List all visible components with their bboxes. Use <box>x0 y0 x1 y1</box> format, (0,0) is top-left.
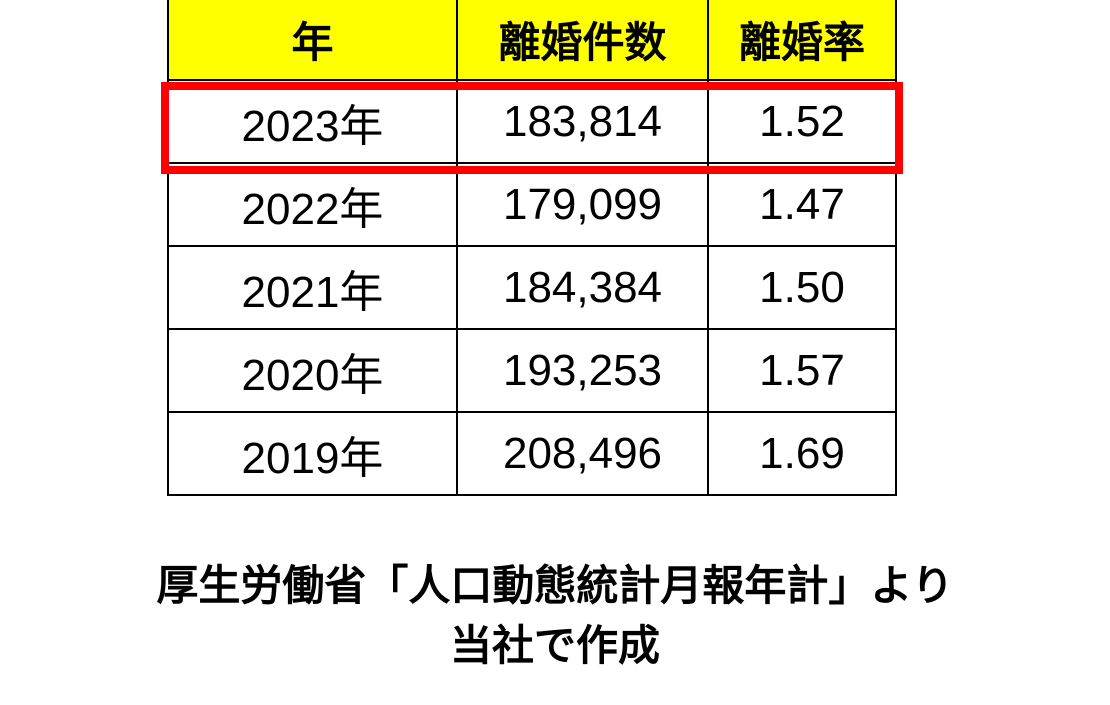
cell-count: 208,496 <box>456 411 709 496</box>
cell-year: 2022年 <box>167 162 458 247</box>
source-note-line1: 厚生労働省「人口動態統計月報年計」より <box>156 562 954 609</box>
table-row: 2021年 184,384 1.50 <box>167 245 897 330</box>
cell-rate: 1.52 <box>707 79 897 164</box>
table-row: 2023年 183,814 1.52 <box>167 79 897 164</box>
cell-rate: 1.50 <box>707 245 897 330</box>
header-divorce-count: 離婚件数 <box>456 0 709 81</box>
cell-count: 183,814 <box>456 79 709 164</box>
cell-count: 193,253 <box>456 328 709 413</box>
cell-year: 2021年 <box>167 245 458 330</box>
table-row: 2019年 208,496 1.69 <box>167 411 897 496</box>
cell-year: 2019年 <box>167 411 458 496</box>
cell-rate: 1.69 <box>707 411 897 496</box>
table-row: 2022年 179,099 1.47 <box>167 162 897 247</box>
table-header-row: 年 離婚件数 離婚率 <box>167 0 897 81</box>
table-row: 2020年 193,253 1.57 <box>167 328 897 413</box>
cell-year: 2020年 <box>167 328 458 413</box>
cell-count: 184,384 <box>456 245 709 330</box>
cell-year: 2023年 <box>167 79 458 164</box>
header-divorce-rate: 離婚率 <box>707 0 897 81</box>
source-note-line2: 当社で作成 <box>449 622 660 669</box>
cell-rate: 1.47 <box>707 162 897 247</box>
cell-rate: 1.57 <box>707 328 897 413</box>
header-year: 年 <box>167 0 458 81</box>
divorce-table: 年 離婚件数 離婚率 2023年 183,814 1.52 2022年 179,… <box>167 0 897 496</box>
cell-count: 179,099 <box>456 162 709 247</box>
